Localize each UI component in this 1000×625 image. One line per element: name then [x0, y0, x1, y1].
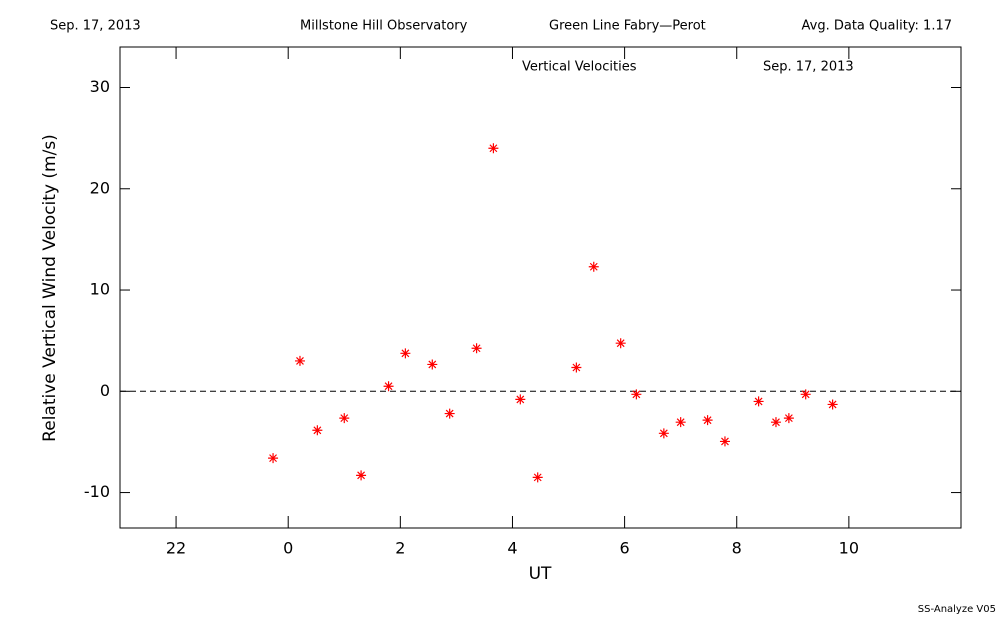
point — [827, 399, 838, 410]
x-tick-label: 2 — [395, 539, 405, 558]
point — [702, 415, 713, 426]
y-tick-label: 0 — [100, 381, 110, 400]
y-tick-label: 30 — [90, 77, 110, 96]
y-tick-label: -10 — [84, 482, 110, 501]
x-tick-label: 4 — [507, 539, 517, 558]
header-quality: Avg. Data Quality: 1.17 — [802, 19, 952, 34]
x-tick-label: 22 — [166, 539, 186, 558]
header-instrument: Green Line Fabry—Perot — [549, 19, 706, 34]
point — [800, 389, 811, 400]
x-axis-label: UT — [529, 564, 552, 584]
point — [783, 413, 794, 424]
point — [515, 394, 526, 405]
x-tick-label: 0 — [283, 539, 293, 558]
point — [339, 413, 350, 424]
point — [532, 472, 543, 483]
footer: SS-Analyze V05 — [918, 604, 996, 615]
point — [488, 143, 499, 154]
point — [770, 417, 781, 428]
x-tick-label: 6 — [620, 539, 630, 558]
point — [312, 425, 323, 436]
header-observatory: Millstone Hill Observatory — [300, 19, 468, 34]
chart-subtitle: Sep. 17, 2013 — [763, 60, 854, 75]
point — [588, 261, 599, 272]
point — [658, 428, 669, 439]
y-axis-label: Relative Vertical Wind Velocity (m/s) — [40, 134, 60, 442]
point — [753, 396, 764, 407]
point — [571, 362, 582, 373]
point — [383, 381, 394, 392]
x-tick-label: 10 — [839, 539, 859, 558]
point — [356, 470, 367, 481]
y-tick-label: 20 — [90, 178, 110, 197]
y-tick-label: 10 — [90, 280, 110, 299]
header-date: Sep. 17, 2013 — [50, 19, 141, 34]
x-tick-label: 8 — [732, 539, 742, 558]
point — [471, 343, 482, 354]
plot-frame — [119, 46, 962, 529]
point — [631, 389, 642, 400]
point — [675, 417, 686, 428]
point — [400, 348, 411, 359]
point — [719, 436, 730, 447]
point — [268, 453, 279, 464]
point — [294, 355, 305, 366]
point — [427, 359, 438, 370]
chart-title: Vertical Velocities — [522, 60, 637, 75]
point — [444, 408, 455, 419]
point — [615, 338, 626, 349]
